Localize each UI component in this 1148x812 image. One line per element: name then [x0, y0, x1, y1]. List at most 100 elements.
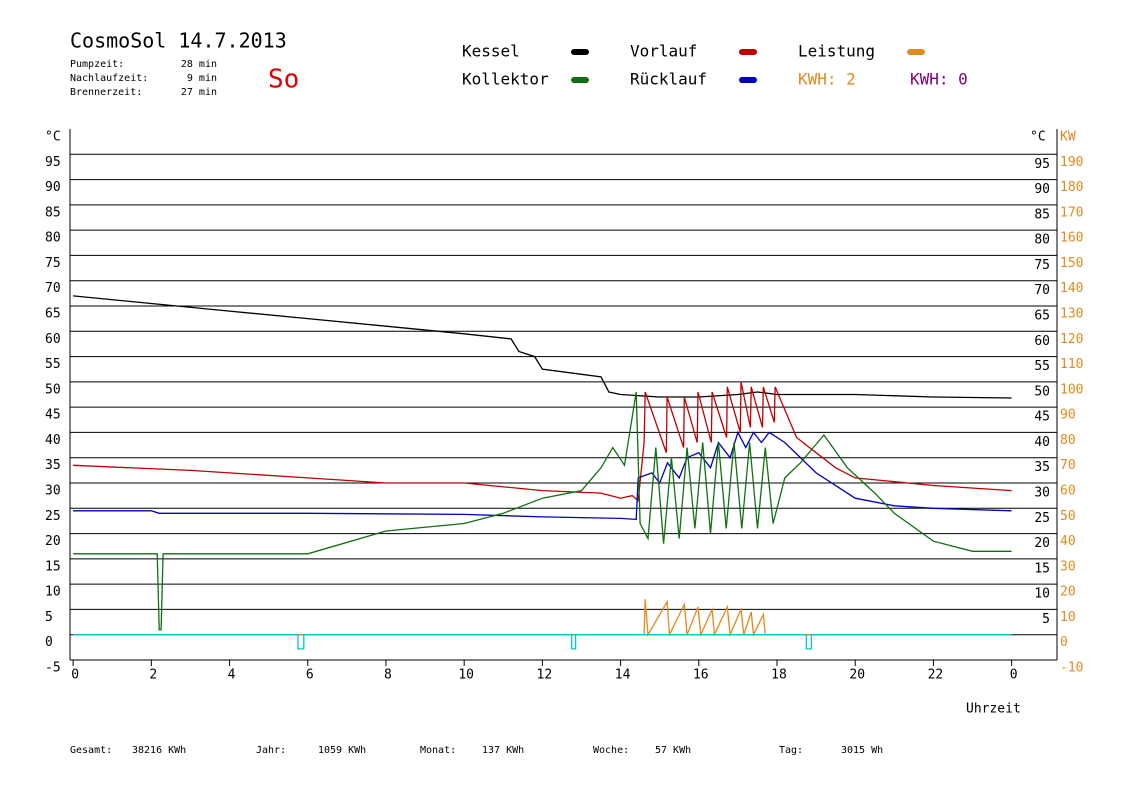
y-tick-label: 85	[45, 205, 61, 220]
kwh-label: KWH: 2	[798, 70, 856, 89]
total-label: Woche:	[593, 745, 629, 756]
y-tick-label: 35	[45, 458, 61, 473]
y2-tick-label: 170	[1060, 205, 1083, 220]
legend-label: Rücklauf	[630, 70, 707, 89]
y2-tick-label: 60	[1060, 484, 1076, 499]
y-tick-label-right: 35	[1034, 460, 1050, 475]
y2-tick-label: 190	[1060, 155, 1083, 170]
legend-label: Vorlauf	[630, 42, 697, 61]
y-tick-label-right: 80	[1034, 233, 1050, 248]
y-tick-label: -5	[45, 661, 61, 676]
x-tick-label: 0	[1010, 668, 1018, 683]
total-label: Jahr:	[256, 745, 286, 756]
y-tick-label-right: 95	[1034, 157, 1050, 172]
total-label: Monat:	[420, 745, 456, 756]
x-tick-label: 22	[928, 668, 944, 683]
stat-value: 9 min	[187, 73, 217, 84]
legend-label: Leistung	[798, 42, 875, 61]
day-label: So	[268, 65, 299, 95]
y2-tick-label: 120	[1060, 332, 1083, 347]
y-tick-label: 65	[45, 307, 61, 322]
y-tick-label: 95	[45, 155, 61, 170]
x-tick-label: 16	[693, 668, 709, 683]
total-label: Tag:	[779, 745, 803, 756]
total-value: 3015 Wh	[841, 745, 883, 756]
y-tick-label: 15	[45, 559, 61, 574]
y2-tick-label: 90	[1060, 408, 1076, 423]
y2-tick-label: 10	[1060, 610, 1076, 625]
y-tick-label: 50	[45, 382, 61, 397]
y-tick-label-right: 75	[1034, 258, 1050, 273]
x-axis-label: Uhrzeit	[966, 702, 1021, 717]
y-tick-label-right: 60	[1034, 334, 1050, 349]
y-tick-label-right: 30	[1034, 486, 1050, 501]
y-tick-label-right: 55	[1034, 359, 1050, 374]
series-line	[73, 391, 1012, 631]
y-tick-label-right: 85	[1034, 207, 1050, 222]
y-tick-label: 45	[45, 408, 61, 423]
x-tick-label: 2	[149, 668, 157, 683]
x-tick-label: 0	[71, 668, 79, 683]
y-tick-label-right: 45	[1034, 410, 1050, 425]
y-unit-right: °C	[1030, 130, 1046, 145]
stat-label: Pumpzeit:	[70, 59, 124, 70]
y-tick-label-right: 65	[1034, 309, 1050, 324]
y2-tick-label: 180	[1060, 180, 1083, 195]
stat-value: 28 min	[181, 59, 217, 70]
y-tick-label-right: 5	[1042, 612, 1050, 627]
y2-tick-label: 20	[1060, 585, 1076, 600]
y-tick-label-right: 15	[1034, 561, 1050, 576]
y-tick-label: 55	[45, 357, 61, 372]
y-tick-label-right: 20	[1034, 536, 1050, 551]
total-value: 137 KWh	[482, 745, 524, 756]
y-tick-label: 40	[45, 433, 61, 448]
series-line	[73, 599, 1012, 638]
y2-tick-label: 50	[1060, 509, 1076, 524]
y-tick-label: 60	[45, 332, 61, 347]
y2-tick-label: 110	[1060, 357, 1083, 372]
y2-tick-label: 40	[1060, 534, 1076, 549]
total-value: 38216 KWh	[132, 745, 186, 756]
x-tick-label: 18	[771, 668, 787, 683]
y-tick-label-right: 10	[1034, 587, 1050, 602]
y2-unit: KW	[1060, 130, 1076, 145]
x-tick-label: 14	[615, 668, 631, 683]
series-line	[73, 381, 1012, 503]
y2-tick-label: 130	[1060, 307, 1083, 322]
x-tick-label: 12	[537, 668, 553, 683]
x-tick-label: 4	[228, 668, 236, 683]
y-tick-label: 30	[45, 484, 61, 499]
y-tick-label: 5	[45, 610, 53, 625]
chart-title: CosmoSol 14.7.2013	[70, 29, 287, 53]
legend-label: Kollektor	[462, 70, 549, 89]
x-tick-label: 8	[384, 668, 392, 683]
x-tick-label: 20	[849, 668, 865, 683]
y2-tick-label: 100	[1060, 382, 1083, 397]
y2-tick-label: 70	[1060, 458, 1076, 473]
legend-label: Kessel	[462, 42, 520, 61]
y-tick-label: 80	[45, 231, 61, 246]
y-tick-label: 25	[45, 509, 61, 524]
stat-label: Brennerzeit:	[70, 87, 142, 98]
y-tick-label-right: 90	[1034, 182, 1050, 197]
total-label: Gesamt:	[70, 745, 112, 756]
total-value: 57 KWh	[655, 745, 691, 756]
stat-value: 27 min	[181, 87, 217, 98]
y2-tick-label: 140	[1060, 281, 1083, 296]
y-unit: °C	[45, 130, 61, 145]
y-tick-label-right: 25	[1034, 511, 1050, 526]
kwh-label: KWH: 0	[910, 70, 968, 89]
series-line	[73, 295, 1012, 399]
x-tick-label: 6	[306, 668, 314, 683]
total-value: 1059 KWh	[318, 745, 366, 756]
y-tick-label-right: 40	[1034, 435, 1050, 450]
y2-tick-label: 0	[1060, 635, 1068, 650]
y2-tick-label: 30	[1060, 559, 1076, 574]
y-tick-label: 70	[45, 281, 61, 296]
y-tick-label: 90	[45, 180, 61, 195]
y2-tick-label: 160	[1060, 231, 1083, 246]
y2-tick-label: 150	[1060, 256, 1083, 271]
y-tick-label-right: 50	[1034, 384, 1050, 399]
y-tick-label: 20	[45, 534, 61, 549]
